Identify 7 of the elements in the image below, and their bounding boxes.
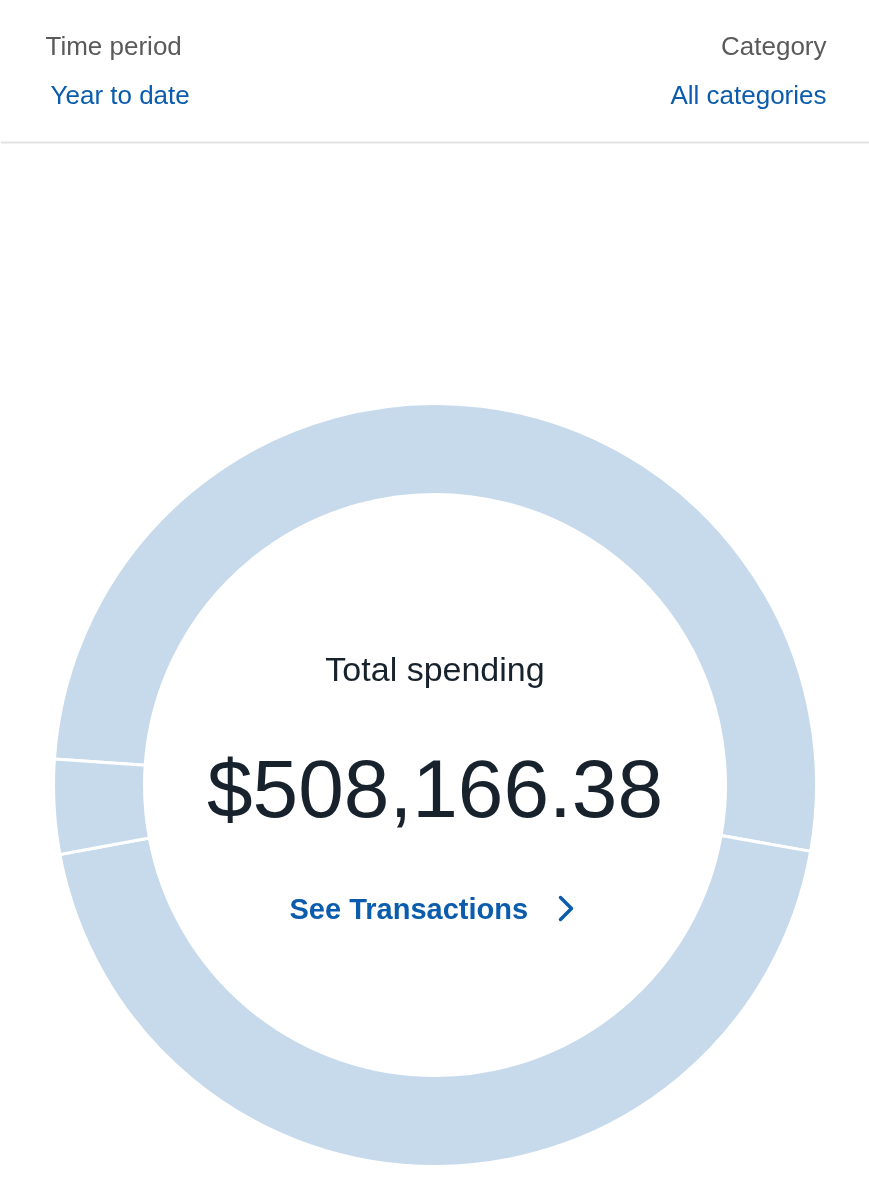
- text: Category: [721, 30, 827, 61]
- text: See Transactions: [289, 892, 529, 925]
- text: Time period: [45, 30, 182, 61]
- text: All categories: [670, 79, 827, 110]
- text: $508,166.38: [207, 743, 664, 834]
- text: Total spending: [325, 649, 545, 688]
- text: Year to date: [50, 79, 190, 110]
